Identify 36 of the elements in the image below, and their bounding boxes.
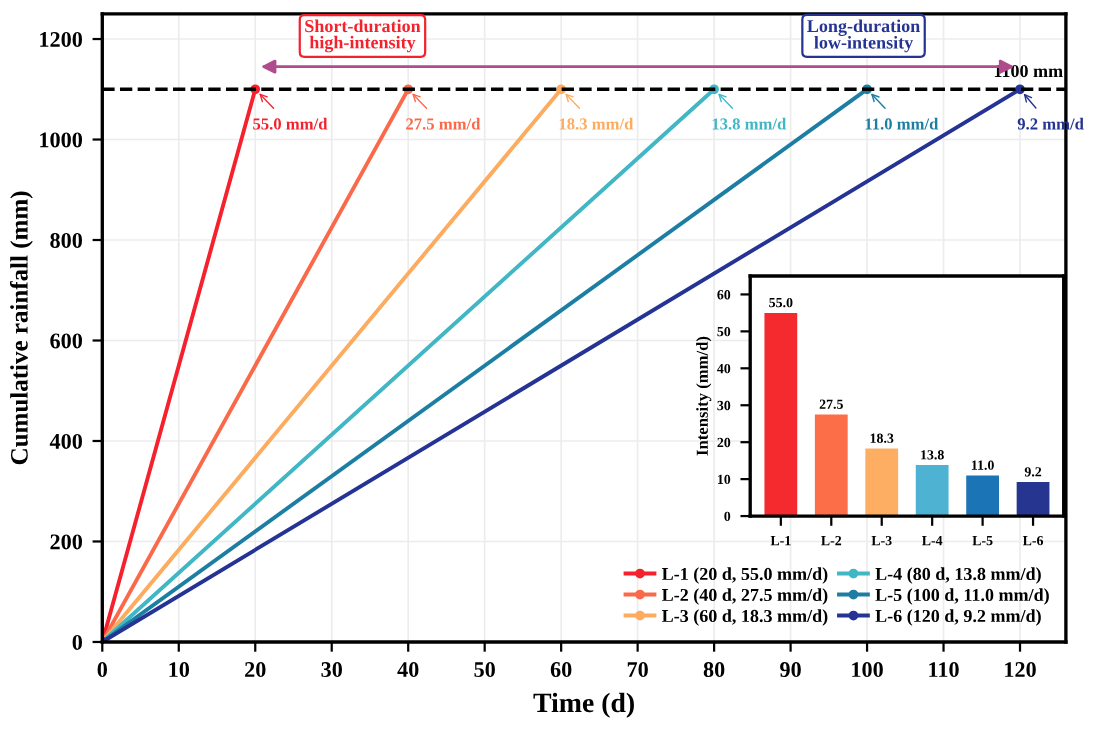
- x-tick-label: 80: [703, 662, 725, 678]
- y-tick-label: 200: [50, 534, 83, 550]
- x-tick-label: 100: [852, 662, 883, 678]
- y-tick-label: 0: [72, 634, 83, 650]
- annotation: 18.3 mm/d: [559, 117, 634, 130]
- annotation: Short-duration high-intensity: [305, 19, 421, 53]
- x-tick-label: 40: [397, 662, 419, 678]
- x-tick-label: 20: [245, 662, 266, 678]
- x-tick-label: 50: [474, 662, 495, 678]
- x-tick-label: 0: [97, 662, 108, 678]
- x-tick-label: 70: [627, 662, 648, 678]
- y-axis-title: Intensity (mm/d): [696, 336, 712, 456]
- x-axis-title: Time (d): [533, 692, 634, 718]
- x-tick-label: 60: [550, 662, 572, 678]
- x-tick-label: 120: [1005, 662, 1036, 678]
- legend-label: L-4 (80 d, 13.8 mm/d): [875, 567, 1041, 584]
- annotation: 11.0 mm/d: [865, 117, 939, 130]
- y-tick-label: 1000: [40, 132, 83, 148]
- legend-label: L-1 (20 d, 55.0 mm/d): [661, 567, 828, 584]
- annotation: 13.8 mm/d: [712, 117, 787, 130]
- y-tick-label: 600: [50, 333, 83, 349]
- legend-label: L-6 (120 d, 9.2 mm/d): [875, 609, 1041, 626]
- annotation: 55.0 mm/d: [253, 117, 328, 130]
- y-tick-label: 1200: [40, 31, 83, 47]
- annotation: 27.5 mm/d: [406, 117, 481, 130]
- y-tick-label: 400: [49, 433, 83, 449]
- legend-label: L-3 (60 d, 18.3 mm/d): [661, 609, 828, 626]
- legend-label: L-5 (100 d, 11.0 mm/d): [875, 588, 1049, 605]
- y-tick-label: 800: [50, 232, 83, 248]
- annotation: Long-duration low-intensity: [807, 19, 920, 53]
- y-axis-title: Cumulative rainfall (mm): [9, 191, 33, 465]
- x-tick-label: 30: [321, 662, 342, 678]
- x-tick-label: 110: [929, 662, 959, 678]
- legend-label: L-2 (40 d, 27.5 mm/d): [661, 588, 828, 605]
- x-tick-label: 10: [169, 662, 190, 678]
- x-tick-label: 90: [780, 662, 801, 678]
